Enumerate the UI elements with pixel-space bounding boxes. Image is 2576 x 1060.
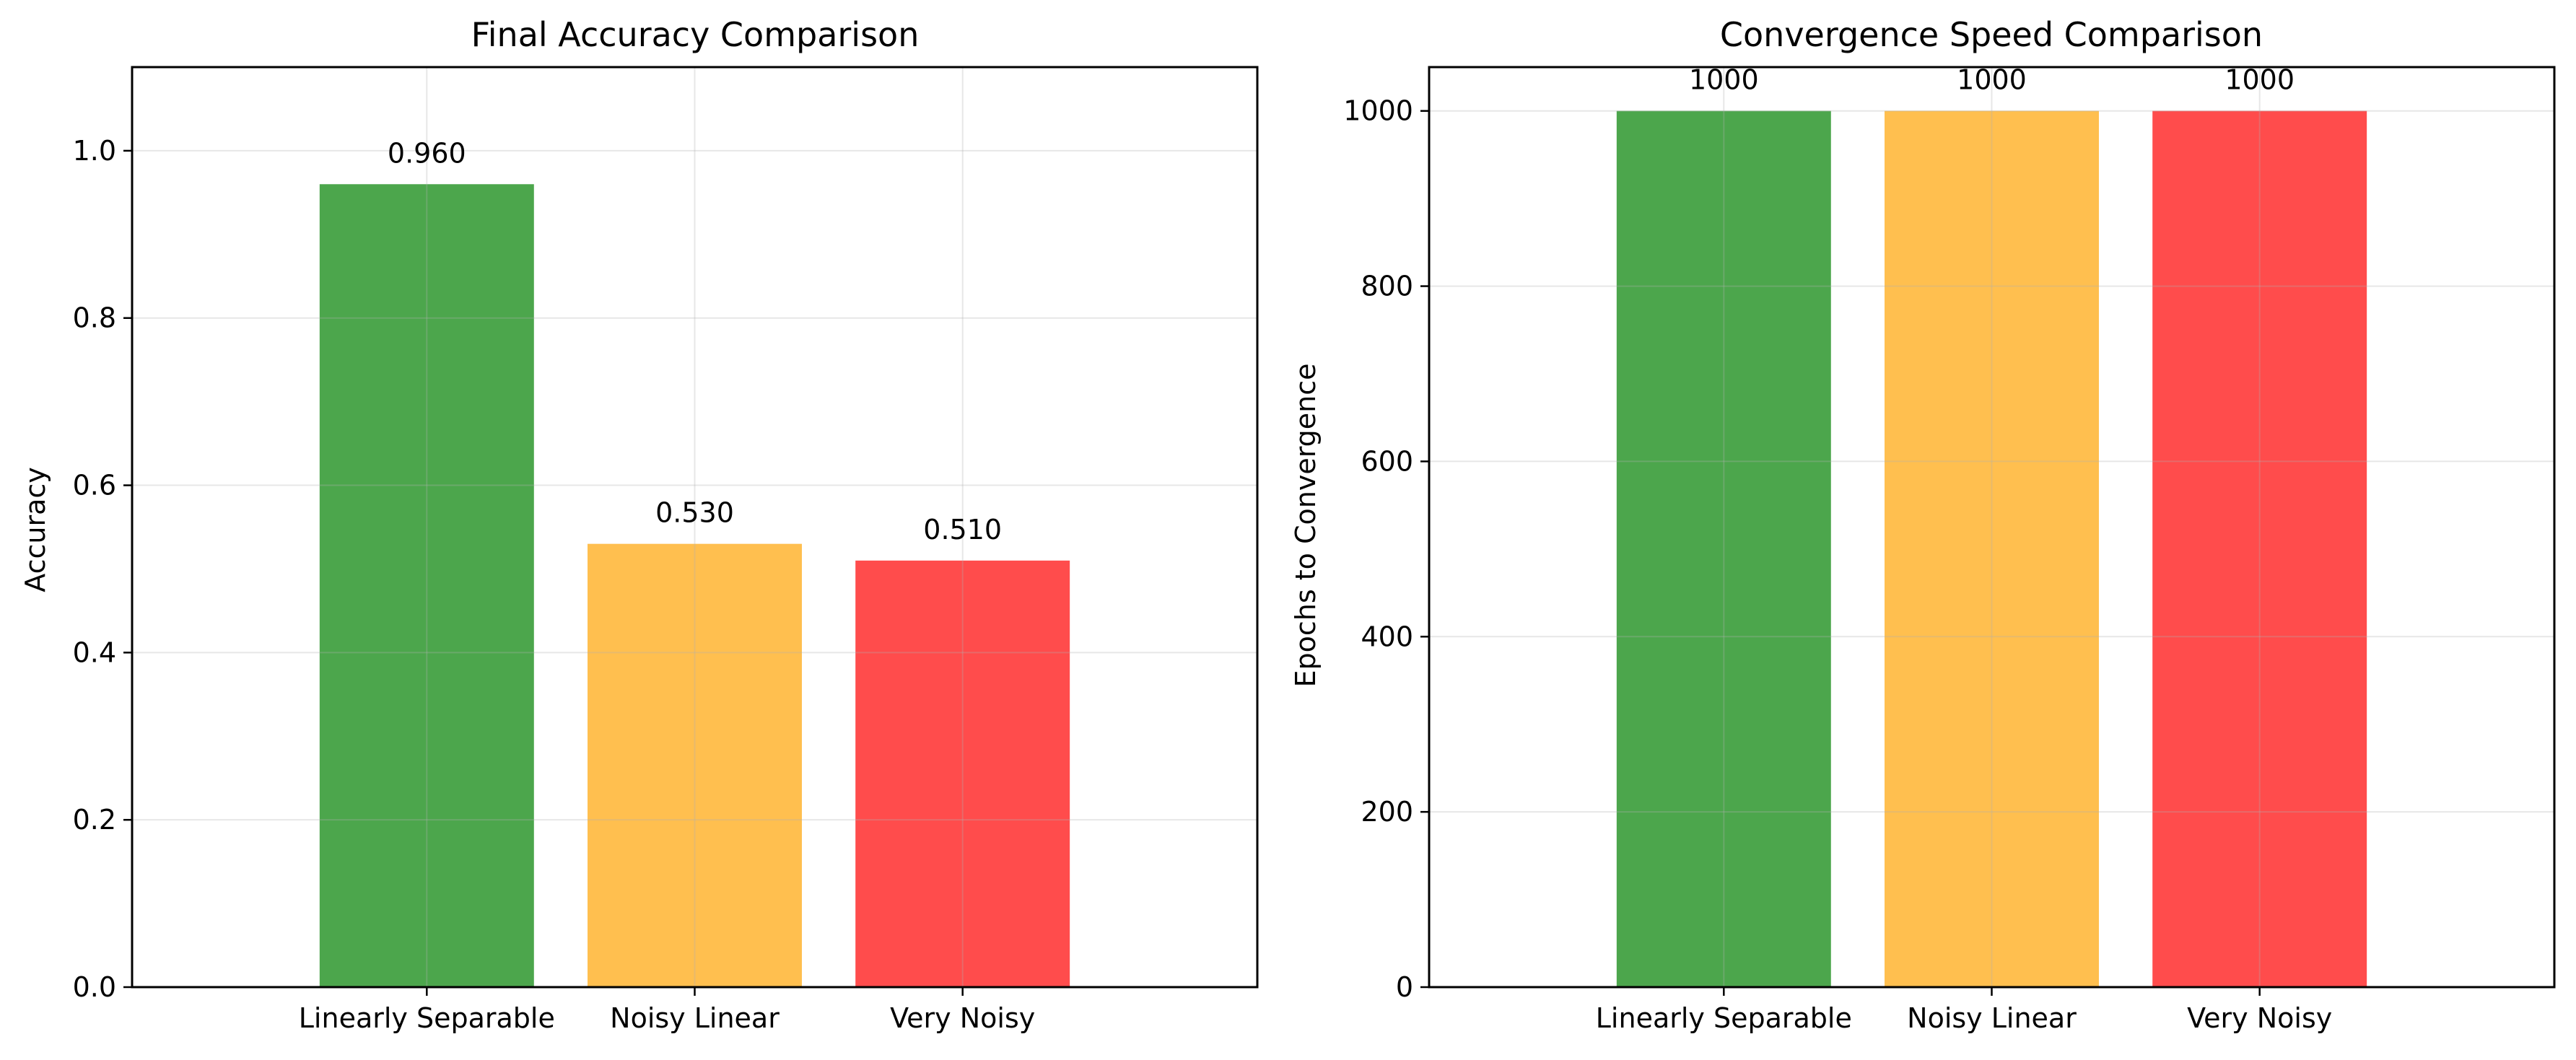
bar <box>2152 110 2367 988</box>
bars <box>1616 110 2367 988</box>
x-tick-label: Linearly Separable <box>1596 1002 1852 1034</box>
bar <box>855 560 1070 987</box>
bar <box>1616 110 1831 988</box>
bar <box>588 543 802 987</box>
x-tick-label: Very Noisy <box>2187 1002 2332 1034</box>
data-labels: 1000 1000 1000 <box>1689 64 2295 96</box>
y-tick-label: 0.2 <box>73 804 116 836</box>
y-tick-label: 400 <box>1361 621 1413 652</box>
data-label: 1000 <box>1689 64 1759 96</box>
data-label: 1000 <box>1957 64 2027 96</box>
plot-frame <box>131 66 1259 989</box>
y-tick-label: 1.0 <box>73 135 116 167</box>
y-tick-label: 600 <box>1361 445 1413 477</box>
y-ticks: 0.0 0.2 0.4 0.6 0.8 1.0 <box>73 135 132 1003</box>
chart-title: Convergence Speed Comparison <box>1720 15 2263 54</box>
y-ticks: 0 200 400 600 800 1000 <box>1343 95 1429 1003</box>
bar <box>1885 110 2099 988</box>
y-axis-label: Epochs to Convergence <box>1290 363 1322 687</box>
x-tick-label: Very Noisy <box>890 1002 1035 1034</box>
x-tick-label: Linearly Separable <box>299 1002 555 1034</box>
plot-frame <box>1428 66 2556 989</box>
bars <box>319 184 1070 988</box>
y-tick-label: 0.0 <box>73 971 116 1003</box>
y-tick-label: 200 <box>1361 796 1413 828</box>
y-tick-label: 800 <box>1361 271 1413 302</box>
grid <box>1429 67 2554 988</box>
x-tick-label: Noisy Linear <box>610 1002 780 1034</box>
y-axis-label: Accuracy <box>19 467 51 592</box>
bar <box>319 184 534 988</box>
x-ticks: Linearly Separable Noisy Linear Very Noisy <box>299 987 1035 1034</box>
accuracy-chart: Final Accuracy Comparison Accuracy 0.960… <box>19 15 1259 1034</box>
y-tick-label: 1000 <box>1343 95 1413 127</box>
y-tick-label: 0.6 <box>73 470 116 501</box>
data-label: 0.530 <box>655 497 734 529</box>
data-label: 1000 <box>2224 64 2295 96</box>
x-ticks: Linearly Separable Noisy Linear Very Noisy <box>1596 987 2332 1034</box>
data-label: 0.510 <box>923 514 1002 546</box>
chart-title: Final Accuracy Comparison <box>471 15 920 54</box>
x-tick-label: Noisy Linear <box>1907 1002 2077 1034</box>
y-tick-label: 0.4 <box>73 636 116 668</box>
data-labels: 0.960 0.530 0.510 <box>388 137 1002 546</box>
data-label: 0.960 <box>388 137 466 169</box>
y-tick-label: 0 <box>1396 971 1413 1003</box>
convergence-chart: Convergence Speed Comparison Epochs to C… <box>1290 15 2556 1034</box>
y-tick-label: 0.8 <box>73 302 116 334</box>
